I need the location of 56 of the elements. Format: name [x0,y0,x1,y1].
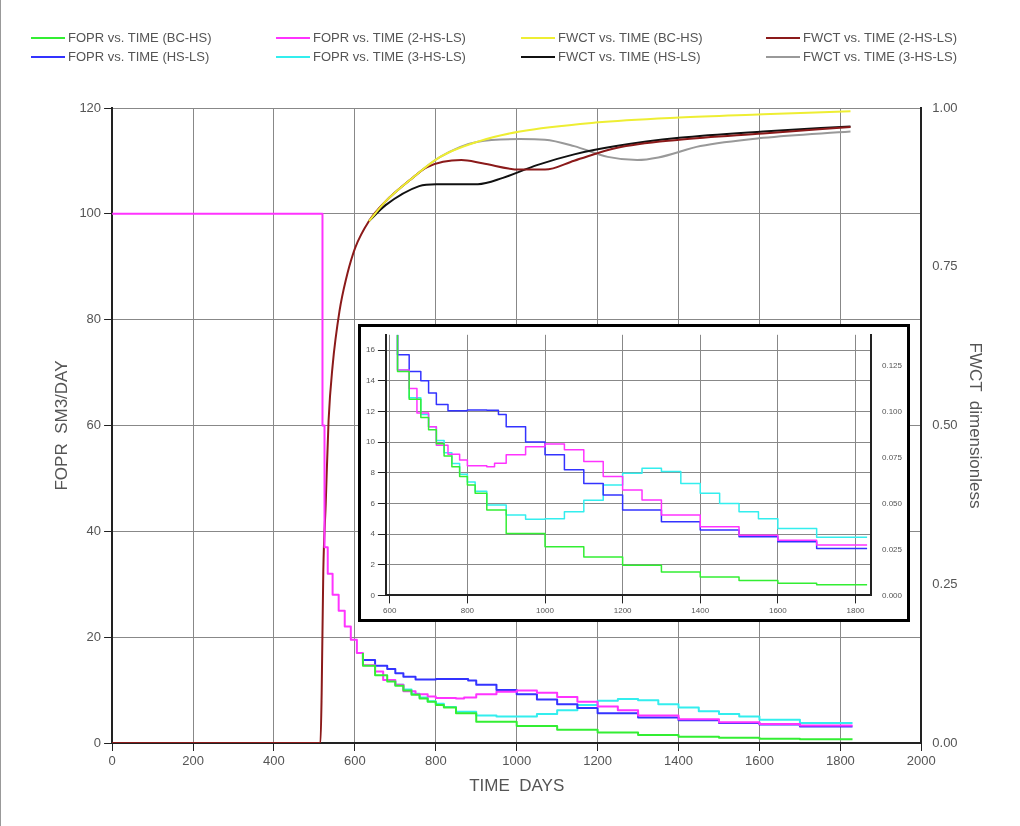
y2-tick-label: 0.000 [881,590,903,600]
y-tick-label: 8 [370,467,376,477]
y-tick-label: 2 [370,559,376,569]
x-tick-label: 2000 [906,753,936,769]
legend-label: FOPR vs. TIME (3-HS-LS) [313,49,466,64]
legend-label: FWCT vs. TIME (HS-LS) [558,49,701,64]
y2-tick-label: 0.75 [932,258,958,274]
y-tick-label: 40 [86,522,102,538]
y-tick-label: 0 [370,590,376,600]
y-tick-label: 120 [79,99,102,115]
x-tick-label: 1000 [536,606,555,616]
y-tick-label: 20 [86,628,102,644]
legend-label: FWCT vs. TIME (2-HS-LS) [803,30,958,45]
legend-label: FOPR vs. TIME (HS-LS) [68,49,210,64]
x-tick-label: 800 [460,606,475,616]
x-tick-label: 1000 [502,753,532,769]
x-tick-label: 1200 [583,753,613,769]
y-tick-label: 100 [79,205,102,221]
x-axis-title: TIME DAYS [469,776,565,796]
y-tick-label: 4 [370,529,376,539]
y2-tick-label: 0.00 [932,734,958,750]
x-tick-label: 1200 [613,606,633,616]
y2-tick-label: 0.050 [881,498,903,508]
y-tick-label: 16 [365,345,376,355]
x-tick-label: 1400 [691,606,710,616]
x-tick-label: 0 [108,753,116,769]
legend-label: FWCT vs. TIME (3-HS-LS) [803,49,958,64]
y2-tick-label: 0.25 [932,575,958,591]
x-tick-label: 800 [424,753,447,769]
y2-tick-label: 1.00 [932,99,958,115]
y-tick-label: 10 [365,437,376,447]
x-tick-label: 1800 [825,753,855,769]
x-tick-label: 200 [182,753,204,769]
y2-tick-label: 0.025 [881,544,903,554]
x-tick-label: 600 [344,753,366,769]
y2-tick-label: 0.100 [881,407,903,417]
x-tick-label: 600 [383,606,397,616]
y-tick-label: 6 [370,498,376,508]
x-tick-label: 1400 [664,753,693,769]
x-tick-label: 400 [263,753,285,769]
y2-tick-label: 0.075 [881,452,903,462]
y-axis-title: FOPR SM3/DAY [51,360,71,491]
x-tick-label: 1600 [768,606,788,616]
y-tick-label: 14 [365,375,376,385]
x-tick-label: 1600 [745,753,774,769]
legend-label: FOPR vs. TIME (BC-HS) [68,30,212,45]
y2-tick-label: 0.125 [881,361,903,371]
y-tick-label: 0 [93,734,102,750]
y2-tick-label: 0.50 [932,417,958,433]
y-tick-label: 12 [365,406,376,416]
y-tick-label: 80 [86,311,102,327]
x-tick-label: 1800 [846,606,865,616]
y-tick-label: 60 [86,417,102,433]
legend-label: FWCT vs. TIME (BC-HS) [558,30,703,45]
y2-axis-title: FWCT dimensionless [966,342,986,509]
legend-label: FOPR vs. TIME (2-HS-LS) [313,30,466,45]
